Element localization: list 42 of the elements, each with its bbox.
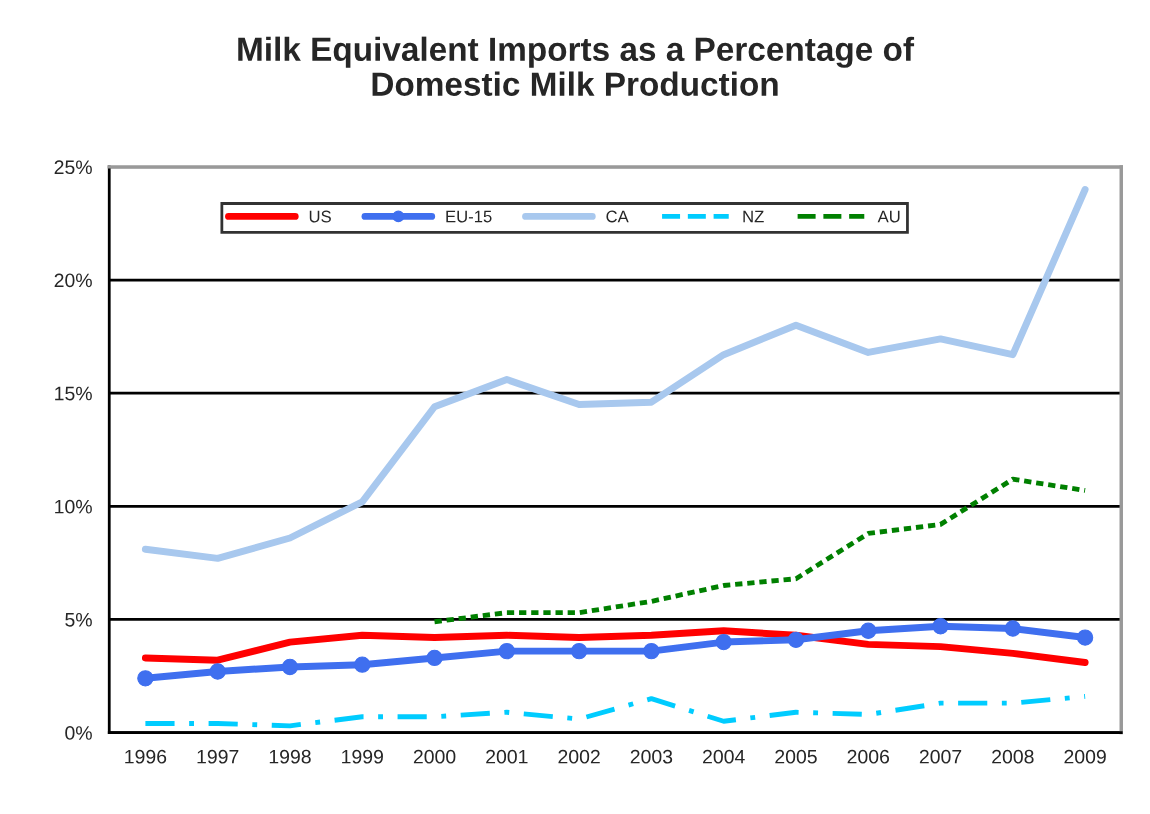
point: [932, 618, 949, 635]
x-tick-label: 2002: [558, 749, 600, 764]
point: [570, 642, 588, 660]
x-tick-label: 2006: [847, 749, 890, 764]
point: [281, 658, 299, 676]
chart-title: Milk Equivalent Imports as a Percentage of Domestic Milk Production: [238, 36, 915, 96]
legend-label: EU-15: [446, 210, 492, 223]
x-tick-label: 2003: [630, 749, 673, 764]
point: [1004, 620, 1021, 637]
point: [354, 656, 371, 673]
y-tick-label: 20%: [54, 273, 92, 288]
y-tick-label: 25%: [54, 160, 92, 175]
x-tick-label: 2009: [1064, 749, 1106, 764]
x-tick-label: 2004: [703, 749, 745, 764]
x-tick-label: 2001: [486, 749, 528, 764]
x-tick-label: 2000: [413, 749, 456, 764]
point: [426, 649, 443, 667]
legend-label: US: [309, 210, 331, 223]
x-tick-label: 1998: [269, 749, 311, 764]
point: [643, 642, 660, 660]
x-tick-label: 2007: [919, 749, 962, 764]
line-series: [142, 693, 1088, 729]
point: [1076, 629, 1094, 646]
line-series: [432, 476, 1088, 625]
x-tick-label: 2008: [992, 749, 1034, 764]
legend-label: AU: [877, 210, 900, 223]
point: [498, 642, 515, 660]
point: [860, 622, 877, 639]
y-tick-label: 0%: [65, 726, 92, 740]
y-tick-label: 10%: [55, 499, 92, 514]
legend-label: CA: [606, 210, 629, 223]
x-tick-label: 1996: [125, 749, 167, 764]
y-tick-label: 15%: [55, 386, 92, 401]
point: [137, 670, 154, 687]
y-tick-label: 5%: [65, 613, 92, 627]
point: [715, 633, 732, 651]
x-tick-label: 2005: [775, 749, 817, 764]
point: [209, 663, 226, 680]
point: [787, 631, 805, 648]
x-tick-label: 1999: [342, 749, 383, 764]
x-tick-label: 1997: [197, 749, 239, 764]
legend-label: NZ: [743, 210, 764, 223]
